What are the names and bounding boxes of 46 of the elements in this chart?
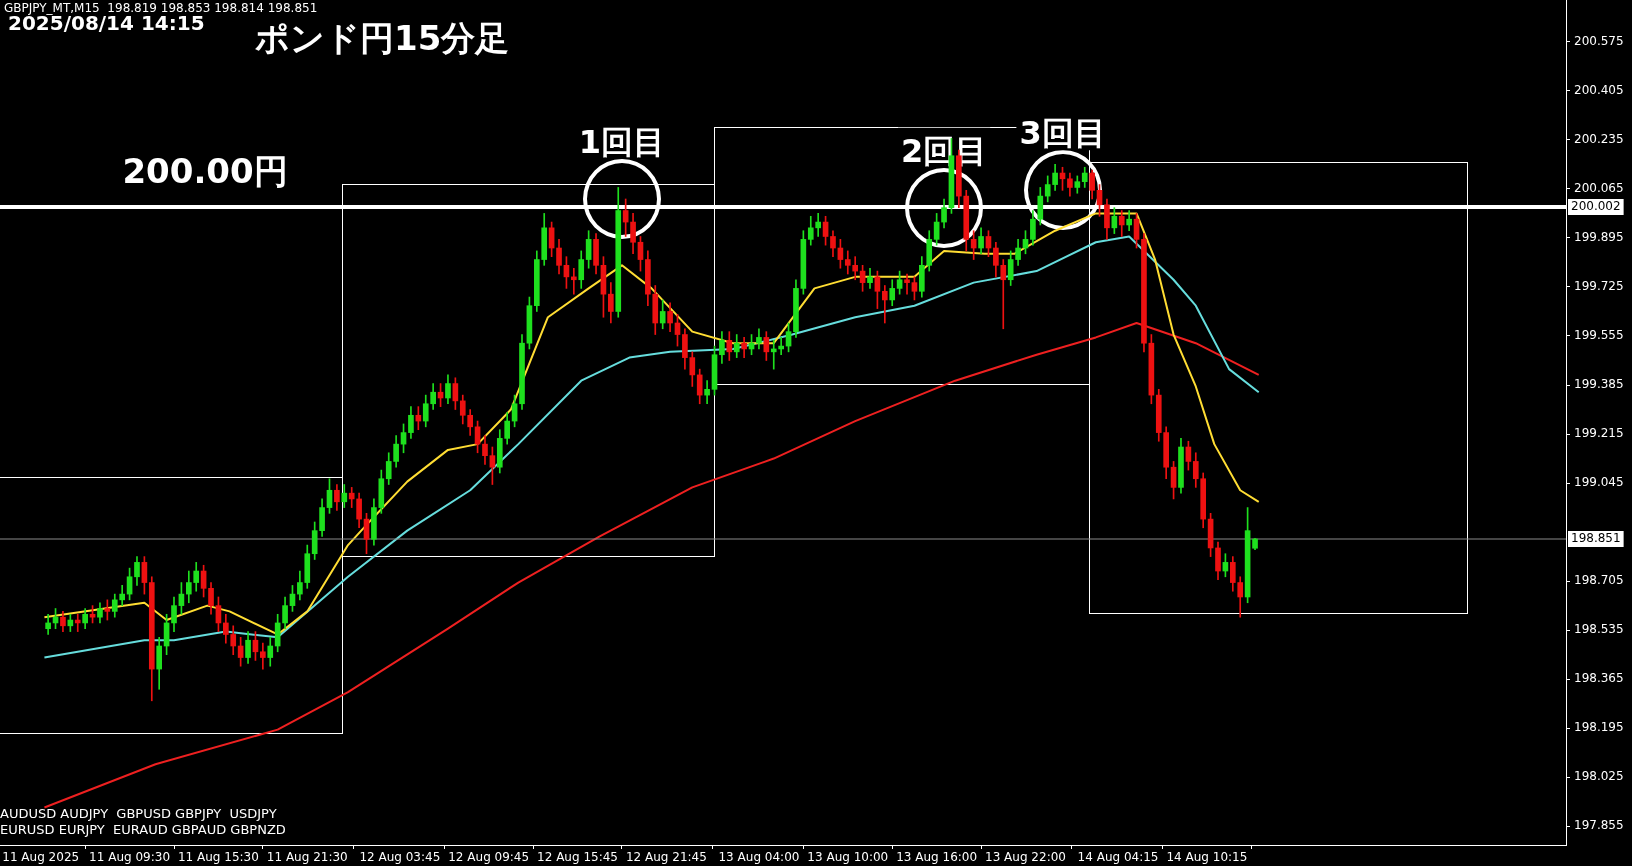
candlestick xyxy=(815,213,821,237)
x-tick-label: 13 Aug 22:00 xyxy=(985,850,1066,865)
y-tick-label: 200.065 xyxy=(1574,181,1624,196)
annotation: 1回目 xyxy=(578,122,666,161)
y-tick-label: 198.705 xyxy=(1574,573,1624,588)
text: ポンド円15分足 xyxy=(255,18,510,58)
y-tick-label: 198.535 xyxy=(1574,622,1624,637)
x-tick-label: 12 Aug 09:45 xyxy=(448,850,530,865)
y-tick-label: 199.895 xyxy=(1574,230,1624,245)
y-tick-label: 199.725 xyxy=(1574,279,1624,294)
y-tick-label: 199.385 xyxy=(1574,377,1624,392)
annotation: EURUSD EURJPY EURAUD GBPAUD GBPNZD xyxy=(0,822,286,837)
x-tick-label: 14 Aug 10:15 xyxy=(1166,850,1248,865)
x-tick-label: 12 Aug 03:45 xyxy=(359,850,441,865)
x-tick-label: 13 Aug 04:00 xyxy=(718,850,800,865)
ref-line-label: 200.002 xyxy=(1571,199,1621,214)
candlestick xyxy=(571,267,577,295)
x-tick-label: 12 Aug 21:45 xyxy=(625,850,707,865)
y-tick-label: 198.365 xyxy=(1574,671,1624,686)
y-tick-label: 200.235 xyxy=(1574,132,1624,146)
x-tick-label: 14 Aug 04:15 xyxy=(1077,850,1159,865)
candlestick xyxy=(904,273,910,295)
y-tick-label: 199.215 xyxy=(1574,426,1624,441)
candlestick xyxy=(770,339,777,370)
y-tick-label: 200.575 xyxy=(1574,33,1624,48)
x-tick-label: 11 Aug 21:30 xyxy=(266,850,348,865)
y-tick-label: 198.195 xyxy=(1574,720,1624,735)
annotation: AUDUSD AUDJPY GBPUSD GBPJPY USDJPY xyxy=(0,806,277,821)
ref-line-label: 198.851 xyxy=(1571,531,1621,546)
candlestick xyxy=(881,285,888,324)
y-tick-label: 199.045 xyxy=(1574,475,1624,490)
y-tick-label: 199.555 xyxy=(1574,328,1624,343)
x-tick-label: 11 Aug 2025 xyxy=(2,850,80,865)
x-tick-label: 11 Aug 09:30 xyxy=(89,850,171,865)
candlestick xyxy=(704,380,710,405)
x-tick-label: 11 Aug 15:30 xyxy=(177,850,259,865)
y-tick-label: 200.405 xyxy=(1574,82,1624,97)
y-tick-label: 197.855 xyxy=(1574,818,1624,833)
candlestick xyxy=(778,337,784,356)
y-tick-label: 198.025 xyxy=(1574,769,1624,784)
x-tick-label: 12 Aug 15:45 xyxy=(537,850,618,865)
annotation: 200.00円 xyxy=(122,150,288,191)
annotation: 3回目 xyxy=(1019,114,1106,153)
x-tick-label: 13 Aug 10:00 xyxy=(807,850,889,865)
x-tick-label: 13 Aug 16:00 xyxy=(896,850,978,865)
candlestick xyxy=(74,613,81,632)
